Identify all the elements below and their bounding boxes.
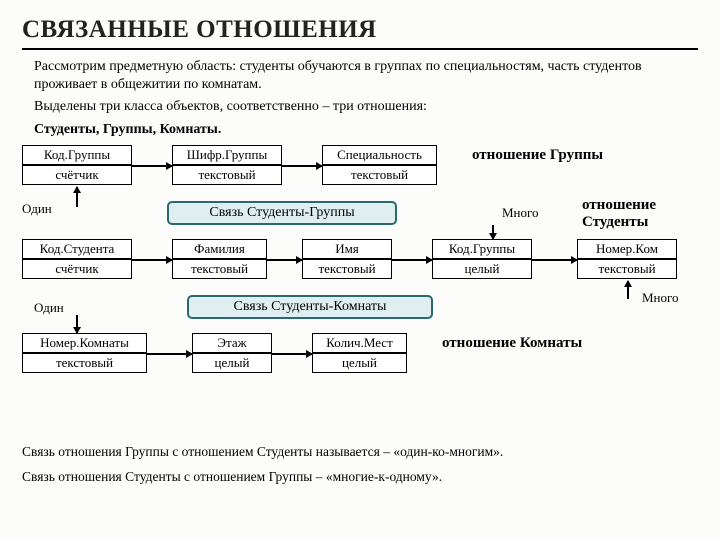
students-col5-name: Номер.Ком (577, 239, 677, 259)
students-col2-type: текстовый (172, 259, 267, 279)
cardinality-many-1: Много (502, 205, 539, 221)
arrow-icon (272, 353, 312, 355)
students-col2-name: Фамилия (172, 239, 267, 259)
students-col1-type: счётчик (22, 259, 132, 279)
groups-col2-name: Шифр.Группы (172, 145, 282, 165)
cardinality-one-1: Один (22, 201, 52, 217)
groups-col2-type: текстовый (172, 165, 282, 185)
arrow-icon (132, 259, 172, 261)
rooms-col1-type: текстовый (22, 353, 147, 373)
students-col3-type: текстовый (302, 259, 392, 279)
groups-col3-type: текстовый (322, 165, 437, 185)
arrow-icon (627, 281, 629, 299)
students-col3-name: Имя (302, 239, 392, 259)
students-col5-type: текстовый (577, 259, 677, 279)
students-col4-type: целый (432, 259, 532, 279)
rooms-col3-name: Колич.Мест (312, 333, 407, 353)
footer-text-1: Связь отношения Группы с отношением Студ… (22, 443, 698, 461)
groups-col3-name: Специальность (322, 145, 437, 165)
er-diagram: Код.Группы счётчик Шифр.Группы текстовый… (22, 145, 702, 435)
cardinality-one-2: Один (34, 300, 64, 316)
arrow-icon (492, 225, 494, 239)
relation-label-groups: отношение Группы (472, 147, 603, 164)
relation-label-students: отношение Студенты (582, 197, 702, 232)
students-col4-name: Код.Группы (432, 239, 532, 259)
groups-col1-name: Код.Группы (22, 145, 132, 165)
arrow-icon (267, 259, 302, 261)
footer-text-2: Связь отношения Студенты с отношением Гр… (22, 468, 698, 486)
rooms-col3-type: целый (312, 353, 407, 373)
arrow-icon (282, 165, 322, 167)
cardinality-many-2: Много (642, 290, 679, 306)
intro-text-1: Рассмотрим предметную область: студенты … (34, 58, 698, 94)
intro-text-2: Выделены три класса объектов, соответств… (34, 98, 698, 116)
link-students-rooms: Связь Студенты-Комнаты (187, 295, 433, 319)
intro-text-3: Студенты, Группы, Комнаты. (34, 121, 698, 139)
arrow-icon (76, 187, 78, 207)
arrow-icon (532, 259, 577, 261)
students-col1-name: Код.Студента (22, 239, 132, 259)
rooms-col2-name: Этаж (192, 333, 272, 353)
arrow-icon (76, 315, 78, 333)
rooms-col2-type: целый (192, 353, 272, 373)
link-students-groups: Связь Студенты-Группы (167, 201, 397, 225)
arrow-icon (147, 353, 192, 355)
rooms-col1-name: Номер.Комнаты (22, 333, 147, 353)
relation-label-rooms: отношение Комнаты (442, 335, 582, 352)
groups-col1-type: счётчик (22, 165, 132, 185)
arrow-icon (392, 259, 432, 261)
arrow-icon (132, 165, 172, 167)
page-title: СВЯЗАННЫЕ ОТНОШЕНИЯ (22, 16, 698, 44)
